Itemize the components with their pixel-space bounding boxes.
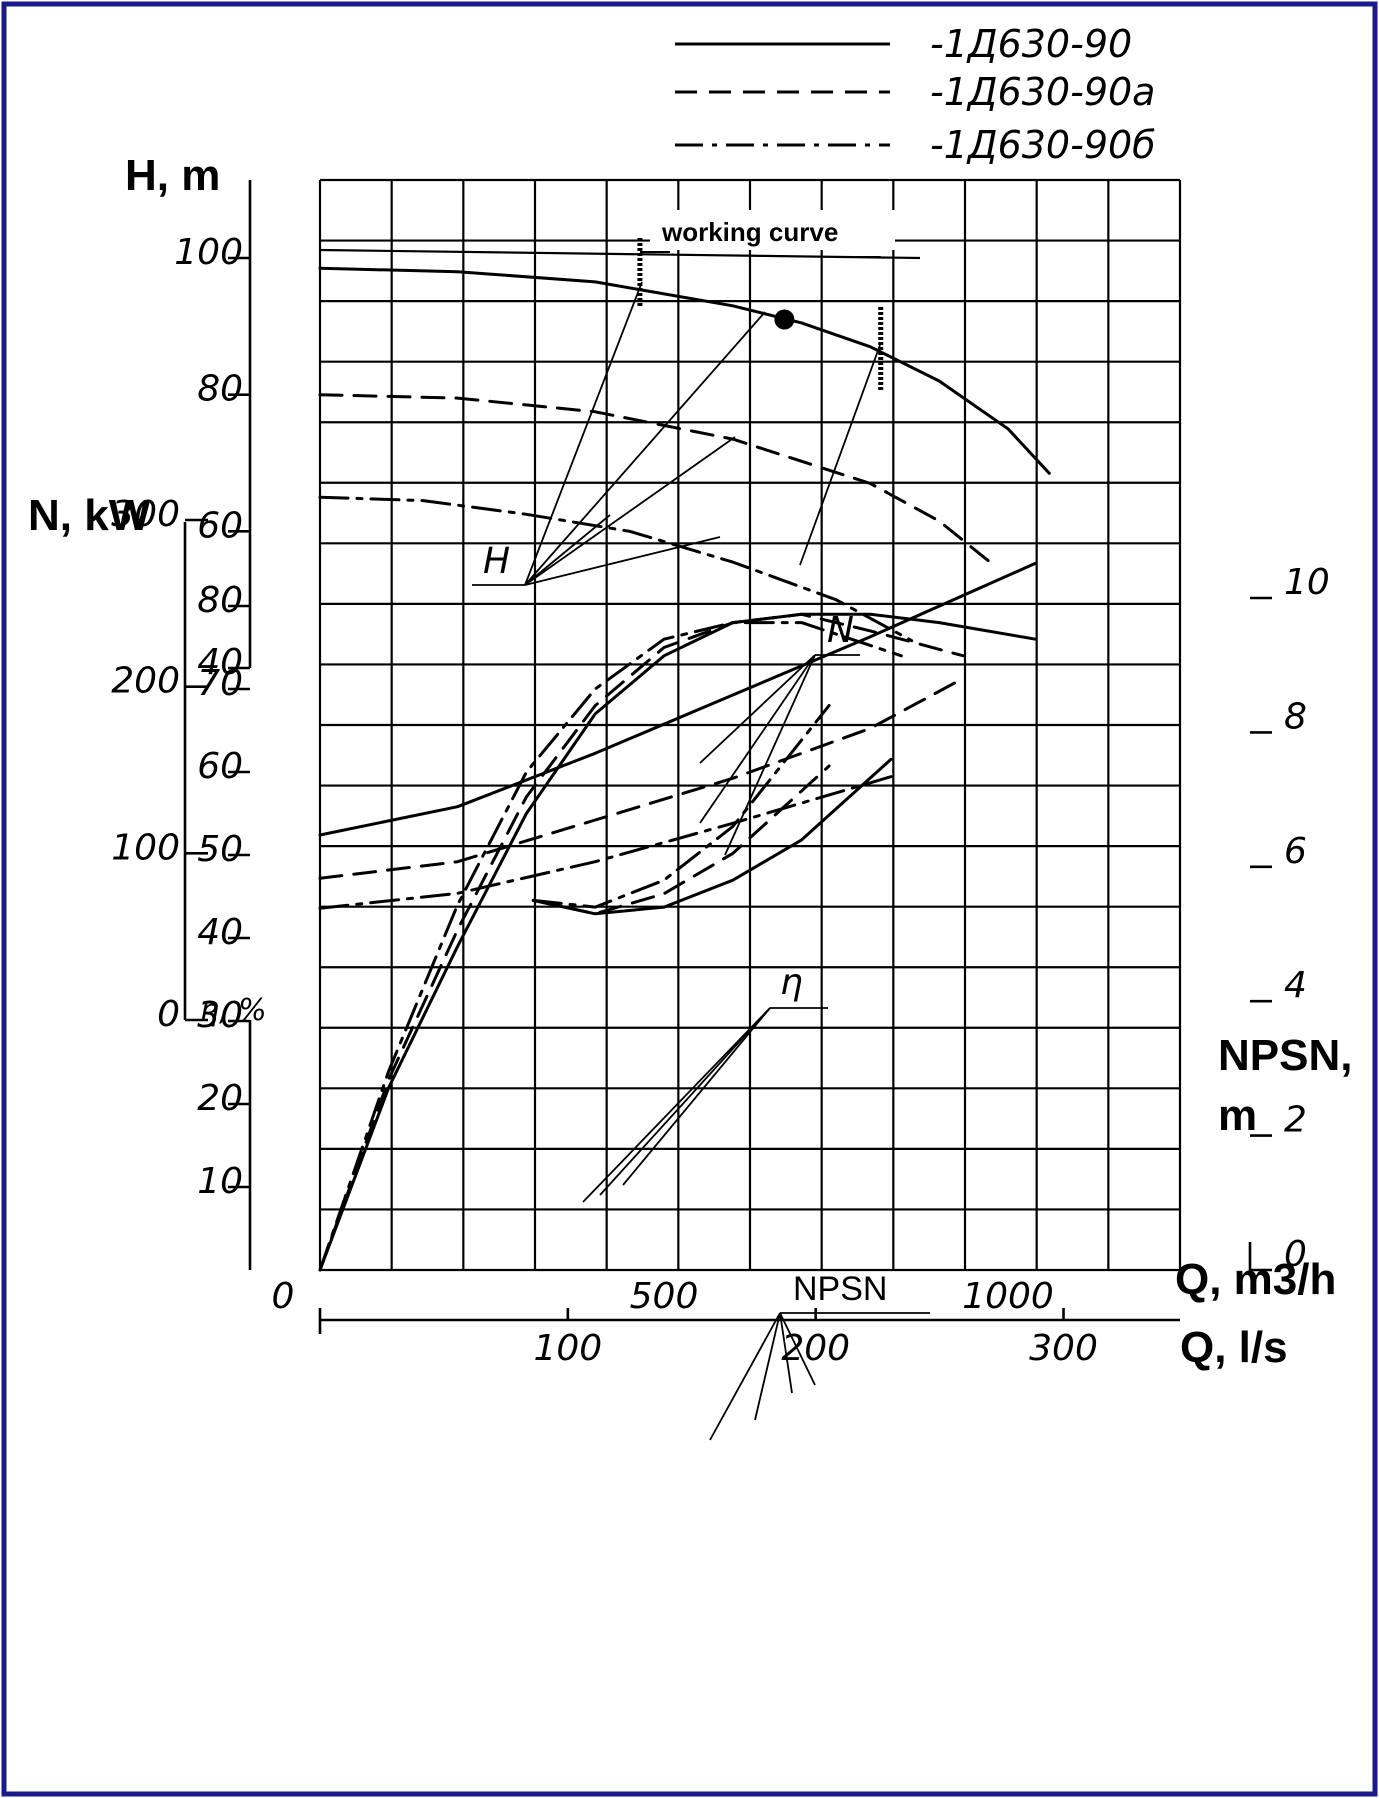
- legend-label-dashed: -1Д630-90а: [930, 70, 1155, 114]
- working-curve-annotation: working curve: [319, 210, 921, 392]
- power-callout-label: N: [827, 610, 854, 651]
- power-curve-dashed: [318, 676, 965, 880]
- working-curve-label-bg: [650, 210, 895, 250]
- head-leader-2: [524, 311, 766, 586]
- efficiency-tick-label: 80: [197, 580, 243, 621]
- q-ls-tick-label: 200: [781, 1328, 850, 1369]
- q-m3h-tick-label: 0: [272, 1276, 295, 1317]
- power-callout: N: [699, 610, 860, 856]
- npsh-leader-1: [709, 1312, 781, 1441]
- q-ls-axis-title: Q, l/s: [1180, 1323, 1288, 1372]
- head-leader-5: [524, 536, 721, 586]
- q-m3h-tick-label: 500: [630, 1276, 699, 1317]
- power-curve-solid: [318, 561, 1037, 837]
- efficiency-tick-label: 10: [197, 1161, 243, 1202]
- npsh-leader-3: [779, 1312, 793, 1394]
- head-axis-title: H, m: [125, 151, 220, 200]
- efficiency-leader-3: [622, 1007, 771, 1186]
- head-callout: H: [472, 281, 881, 586]
- efficiency-tick-label: 40: [197, 912, 243, 953]
- efficiency-curve-dashed: [318, 612, 965, 1272]
- q-m3h-tick-label: 1000: [962, 1276, 1054, 1317]
- head-callout-label: H: [483, 541, 510, 582]
- head-curve-dashdot: [318, 495, 914, 643]
- head-leader-1: [524, 281, 643, 586]
- legend: -1Д630-90 -1Д630-90а -1Д630-90б: [675, 22, 1156, 167]
- power-tick-label: 0: [157, 994, 180, 1035]
- q-m3h-axis-title: Q, m3/h: [1175, 1255, 1336, 1304]
- head-tick-label: 40: [197, 642, 243, 683]
- q-ls-tick-label: 100: [533, 1328, 602, 1369]
- head-leader-3: [524, 436, 736, 586]
- working-curve-top-line: [319, 248, 921, 260]
- efficiency-tick-label: 60: [197, 746, 243, 787]
- efficiency-callout-label: η: [780, 962, 803, 1003]
- head-curve-solid: [318, 266, 1051, 475]
- power-axis-title: N, kW: [28, 491, 151, 540]
- axis-ticks: 1008060403002001000807060504030201010864…: [111, 232, 1330, 1369]
- power-curve-dashdot: [318, 775, 893, 910]
- efficiency-curve-dashdot: [318, 621, 903, 1272]
- efficiency-tick-label: 70: [197, 663, 243, 704]
- curve-callouts: H N η NPSN: [472, 281, 930, 1441]
- npsh-curve-dashdot: [531, 704, 831, 909]
- power-tick-label: 200: [111, 661, 180, 702]
- head-tick-label: 100: [174, 232, 243, 273]
- npsh-tick-label: 0: [1284, 1234, 1307, 1275]
- npsh-curve-dashed: [531, 764, 831, 916]
- curves: [318, 266, 1051, 1272]
- grid: [318, 178, 1182, 1272]
- legend-label-dashdot: -1Д630-90б: [930, 123, 1156, 167]
- q-ls-tick-label: 300: [1029, 1328, 1098, 1369]
- legend-label-solid: -1Д630-90: [930, 22, 1132, 66]
- axes: [183, 180, 1252, 1334]
- npsh-tick-label: 4: [1284, 965, 1307, 1006]
- efficiency-tick-label: 30: [197, 995, 243, 1036]
- npsh-callout: NPSN: [709, 1270, 930, 1441]
- npsh-tick-label: 10: [1284, 562, 1330, 603]
- efficiency-leader-1: [582, 1007, 771, 1203]
- power-tick-label: 300: [111, 494, 180, 535]
- head-leader-6: [799, 344, 881, 566]
- efficiency-tick-label: 20: [197, 1078, 243, 1119]
- power-leader-2: [699, 654, 816, 824]
- npsh-leader-4: [779, 1312, 816, 1386]
- npsh-axis-title: NPSN, m: [1218, 1031, 1365, 1140]
- efficiency-axis-title: η, %: [200, 993, 267, 1028]
- npsh-tick-label: 8: [1284, 696, 1307, 737]
- npsh-leader-2: [754, 1312, 781, 1421]
- npsh-curve-solid: [531, 757, 893, 916]
- npsh-tick-label: 6: [1284, 831, 1307, 872]
- head-tick-label: 80: [197, 369, 243, 410]
- npsh-axis-title-line1: NPSN,: [1218, 1031, 1352, 1080]
- power-leader-1: [699, 654, 816, 764]
- efficiency-tick-label: 50: [197, 829, 243, 870]
- head-leader-4: [524, 514, 611, 586]
- efficiency-leader-2: [599, 1007, 771, 1196]
- power-leader-3: [724, 654, 816, 856]
- head-tick-label: 60: [197, 505, 243, 546]
- efficiency-callout: η: [582, 962, 828, 1203]
- npsh-axis-title-line2: m: [1218, 1091, 1257, 1140]
- power-tick-label: 100: [111, 827, 180, 868]
- npsh-tick-label: 2: [1284, 1100, 1307, 1141]
- efficiency-curve-solid: [318, 612, 1037, 1272]
- working-curve-label: working curve: [661, 217, 838, 247]
- npsh-callout-label: NPSN: [793, 1270, 887, 1308]
